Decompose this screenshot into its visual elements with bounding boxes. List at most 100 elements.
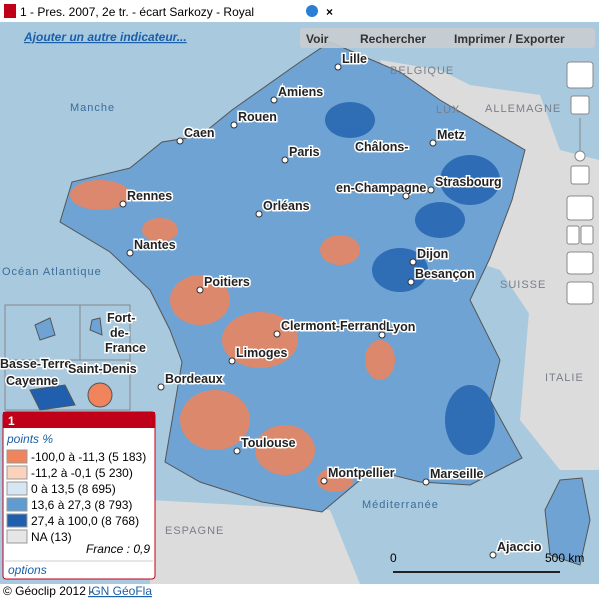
legend-label: -11,2 à -0,1 (5 230) [31,466,133,480]
region-label: BELGIQUE [390,65,454,77]
city-label: Ajaccio [497,540,542,554]
orange-areas [70,180,395,492]
city-label: en-Champagne [336,181,426,195]
city-marker [422,478,430,486]
region-label: ITALIE [545,372,584,384]
zoom-slider[interactable] [574,150,586,162]
city-label: Poitiers [204,275,250,289]
legend-swatch [6,529,28,544]
city-label: Lyon [386,320,415,334]
footer-copyright: © Géoclip 2012 - [3,584,93,598]
region-label: Océan Atlantique [2,266,102,278]
city-label: Rouen [238,110,277,124]
city-label: Montpellier [328,466,395,480]
add-indicator-link[interactable]: Ajouter un autre indicateur... [23,30,187,44]
city-label: Nantes [134,238,176,252]
region-label: Manche [70,102,115,114]
close-icon[interactable]: × [326,5,333,19]
indicator-square [4,4,16,18]
zoom-in[interactable] [570,95,590,115]
city-label: Clermont-Ferrand [281,319,387,333]
full-extent[interactable] [566,195,594,221]
guyane [29,384,76,411]
header-title: 1 - Pres. 2007, 2e tr. - écart Sarkozy -… [20,5,254,19]
city-label: Châlons- [355,140,408,154]
zoom-box[interactable] [566,61,594,89]
city-marker [270,96,278,104]
legend-header [3,412,155,428]
guadeloupe [34,317,56,341]
inset-label: Cayenne [6,374,58,388]
region-label: Méditerranée [362,499,439,511]
neighbor-land [520,290,599,470]
reunion [87,382,113,408]
city-label: Paris [289,145,320,159]
next[interactable] [580,225,594,245]
footer-link[interactable]: IGN GéoFla [88,584,152,598]
city-marker [233,447,241,455]
region-label: LUX [436,104,460,116]
legend-swatch [6,497,28,512]
city-marker [228,357,236,365]
city-marker [119,200,127,208]
city-marker [320,477,328,485]
header-bar [0,0,599,22]
legend-swatch [6,465,28,480]
city-marker [334,63,342,71]
legend-label: 27,4 à 100,0 (8 768) [31,514,139,528]
france-mainland [59,41,526,513]
city-label: Dijon [417,247,448,261]
toolbar-item[interactable]: Imprimer / Exporter [454,32,565,46]
legend-label: NA (13) [31,530,72,544]
city-marker [255,210,263,218]
inset-label: Basse-Terre [0,357,71,371]
martinique [89,317,103,336]
city-label: Rennes [127,189,172,203]
inset-label: France [105,341,146,355]
city-label: Lille [342,52,367,66]
scale-label: 500 km [545,551,584,565]
scale-label: 0 [390,551,397,565]
region-label: SUISSE [500,279,546,291]
legend-label: 0 à 13,5 (8 695) [31,482,116,496]
legend-note: France : 0,9 [86,542,150,556]
city-marker [402,192,410,200]
zoom-out[interactable] [570,165,590,185]
inset-label: Saint-Denis [68,362,137,376]
info-icon[interactable] [306,5,318,17]
region-label: ESPAGNE [165,525,224,537]
city-marker [489,551,497,559]
toolbar-item[interactable]: Voir [306,32,329,46]
legend-options[interactable]: options [8,563,47,577]
city-label: Limoges [236,346,287,360]
city-marker [126,249,134,257]
legend-label: -100,0 à -11,3 (5 183) [31,450,146,464]
toolbar-item[interactable]: Rechercher [360,32,426,46]
legend-swatch [6,513,28,528]
toolbar [300,28,595,48]
city-marker [427,186,435,194]
inset-label: de- [110,326,129,340]
city-marker [273,330,281,338]
city-marker [281,156,289,164]
city-marker [409,258,417,266]
city-label: Metz [437,128,465,142]
city-label: Strasbourg [435,175,502,189]
city-label: Bordeaux [165,372,223,386]
city-label: Marseille [430,467,484,481]
city-label: Orléans [263,199,310,213]
city-marker [176,137,184,145]
legend-unit: points % [6,432,53,446]
prev[interactable] [566,225,580,245]
city-label: Caen [184,126,215,140]
city-marker [196,286,204,294]
legend-swatch [6,449,28,464]
city-marker [429,139,437,147]
google[interactable] [566,281,594,305]
dark-blue-areas [325,102,500,455]
zoom-controls [566,61,594,305]
city-marker [407,278,415,286]
neighbor-land [150,500,360,584]
snapshot[interactable] [566,251,594,275]
